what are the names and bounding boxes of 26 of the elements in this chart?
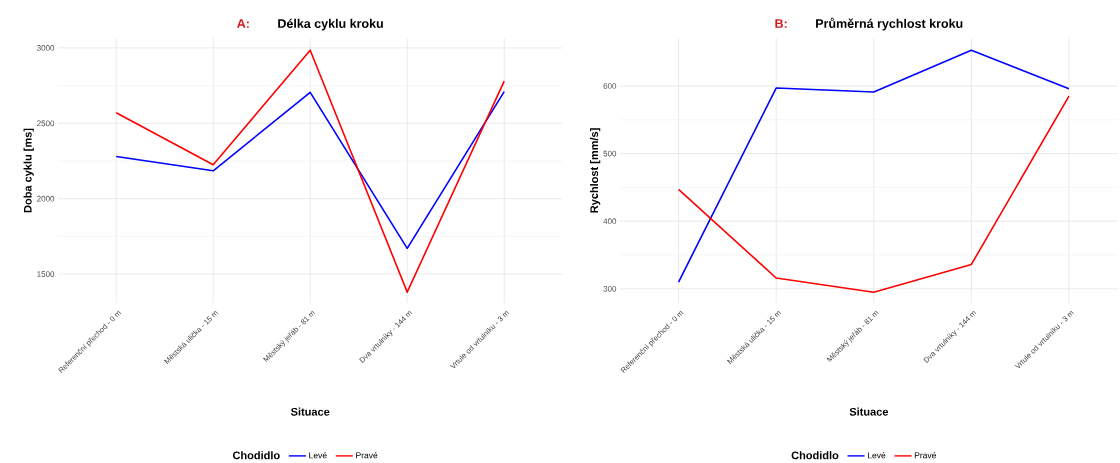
y-tick-label: 2000 [37,195,55,202]
line-series [115,49,505,293]
x-axis-title: Situace [849,407,889,416]
legend-label: Levé [309,452,327,459]
line-series [677,95,1070,293]
y-tick-label: 1500 [37,271,55,277]
legend-title: Chodidlo [791,451,839,460]
chart-title: Délka cyklu kroku [278,18,383,31]
y-axis-title: Rychlost [mm/s] [590,128,601,213]
line-series [677,49,1070,283]
text: A: [237,19,249,28]
y-tick-label: 500 [603,150,617,157]
legend-label: Levé [867,452,886,459]
legend-label: Pravé [356,452,378,459]
line-series [115,90,505,250]
y-axis-title: Doba cyklu [ms] [23,128,34,213]
y-tick-label: 400 [603,218,617,225]
y-tick-label: 600 [603,83,617,89]
legend-title: Chodidlo [232,451,280,460]
x-axis-title: Situace [290,407,330,416]
y-tick-label: 3000 [36,45,55,51]
y-tick-label: 300 [603,285,617,292]
chart-title: Průměrná rychlost kroku [816,17,963,31]
legend-label: Pravé [914,452,937,459]
y-tick-label: 2500 [37,120,55,127]
text: B: [775,19,787,28]
